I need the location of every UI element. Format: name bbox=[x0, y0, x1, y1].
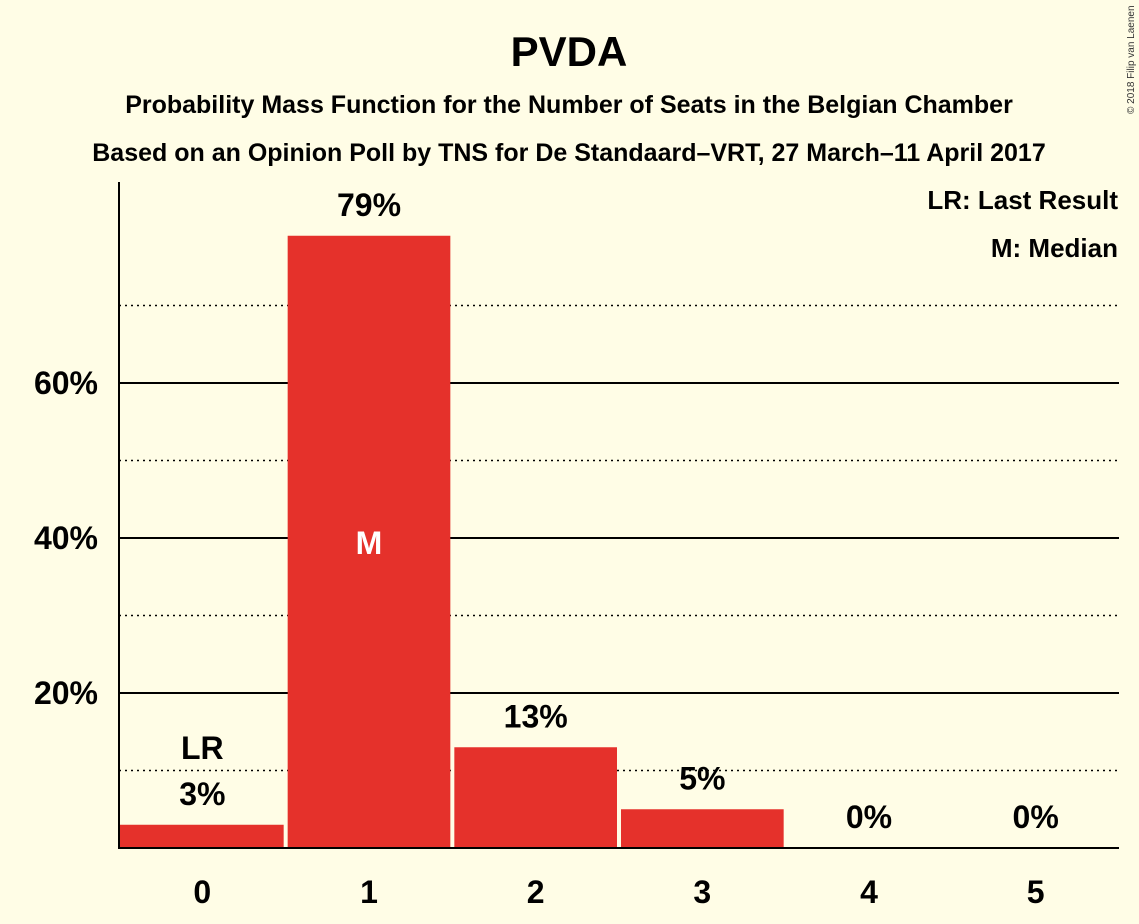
x-axis-ticks: 0 1 2 3 4 5 bbox=[193, 874, 1044, 910]
chart-subtitle: Probability Mass Function for the Number… bbox=[125, 91, 1013, 119]
value-label-4: 0% bbox=[846, 799, 892, 835]
x-tick-label-5: 5 bbox=[1027, 874, 1045, 910]
bar-2 bbox=[454, 747, 617, 848]
chart-title: PVDA bbox=[511, 28, 628, 75]
legend-last-result: LR: Last Result bbox=[927, 185, 1118, 215]
y-axis-ticks: 20% 40% 60% bbox=[34, 365, 98, 711]
bar-1 bbox=[287, 235, 451, 848]
y-tick-label: 40% bbox=[34, 520, 98, 556]
value-labels: 3% LR 79% M 13% 5% 0% 0% bbox=[179, 187, 1059, 835]
bar-0 bbox=[119, 824, 284, 848]
bars bbox=[119, 235, 784, 848]
last-result-marker: LR bbox=[181, 730, 224, 766]
x-tick-label-1: 1 bbox=[360, 874, 378, 910]
copyright-notice: © 2018 Filip van Laenen bbox=[1126, 5, 1137, 114]
chart-source: Based on an Opinion Poll by TNS for De S… bbox=[92, 139, 1046, 167]
median-marker: M bbox=[356, 525, 383, 561]
x-tick-label-2: 2 bbox=[527, 874, 545, 910]
x-tick-label-4: 4 bbox=[860, 874, 878, 910]
bar-3 bbox=[621, 809, 784, 848]
value-label-1: 79% bbox=[337, 187, 401, 223]
x-tick-label-0: 0 bbox=[193, 874, 211, 910]
value-label-3: 5% bbox=[679, 760, 725, 796]
y-tick-label: 20% bbox=[34, 675, 98, 711]
value-label-0: 3% bbox=[179, 776, 225, 812]
y-tick-label: 60% bbox=[34, 365, 98, 401]
x-tick-label-3: 3 bbox=[693, 874, 711, 910]
value-label-2: 13% bbox=[504, 698, 568, 734]
gridlines bbox=[119, 304, 1119, 772]
value-label-5: 0% bbox=[1013, 799, 1059, 835]
legend-median: M: Median bbox=[991, 233, 1118, 263]
